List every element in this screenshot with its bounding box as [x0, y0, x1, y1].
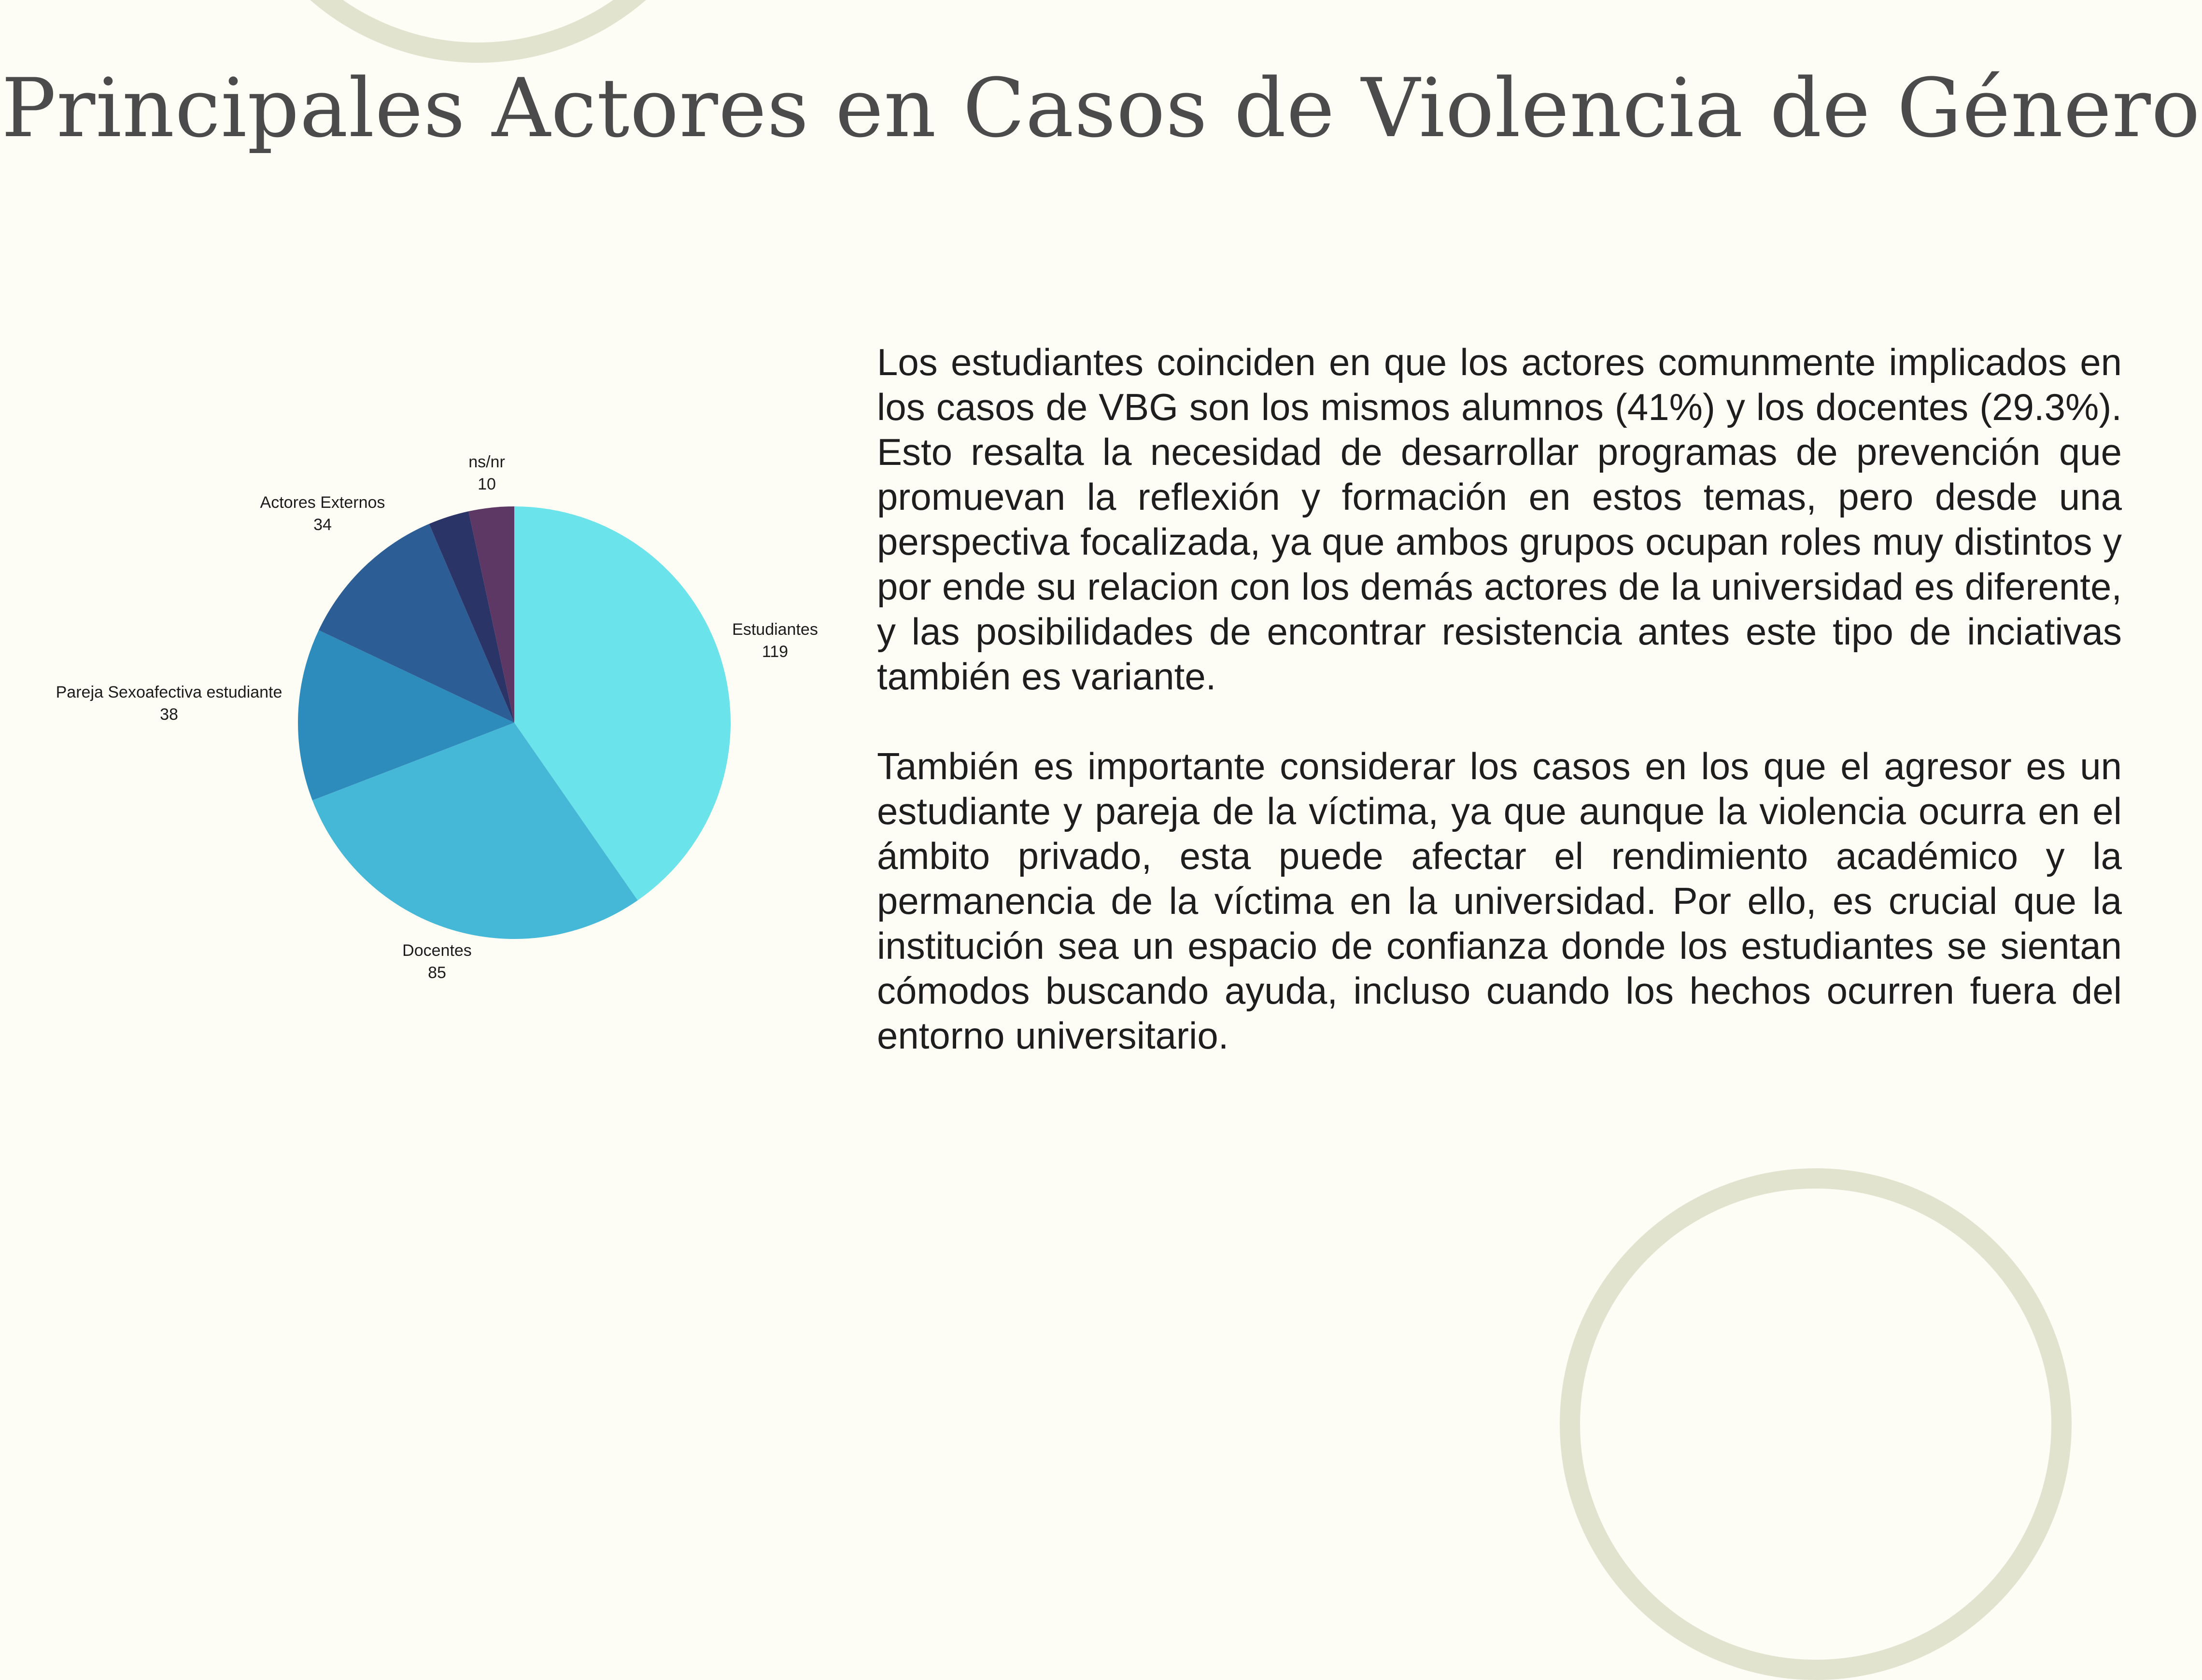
decorative-ring-bottom	[1560, 1168, 2072, 1680]
page-title: Principales Actores en Casos de Violenci…	[1, 61, 2201, 155]
paragraph-2: También es importante considerar los cas…	[877, 745, 2122, 1057]
slice-label-docentes: Docentes	[402, 941, 472, 960]
slice-label-pareja-sexoafectiva-estudiante: Pareja Sexoafectiva estudiante	[56, 683, 282, 701]
pie-slice-docentes	[312, 723, 638, 939]
slice-label-estudiantes: Estudiantes	[732, 620, 818, 639]
slice-value-ns-nr: 10	[478, 475, 496, 493]
slice-value-docentes: 85	[428, 964, 446, 982]
pie-slice-ns-nr	[468, 506, 514, 723]
pie-slice-pareja-sexoafectiva-estudiante	[297, 630, 514, 800]
pie-slice-unlabeled-4	[429, 511, 514, 723]
slice-label-actores-externos: Actores Externos	[260, 493, 385, 512]
slice-value-estudiantes: 119	[762, 643, 788, 661]
pie-slice-actores-externos	[319, 524, 514, 723]
pie-slice-estudiantes	[514, 506, 731, 900]
pie-chart-svg: Estudiantes 119 Docentes 85 Pareja Sexoafect…	[56, 453, 818, 982]
slice-value-pareja-sexoafectiva-estudiante: 38	[160, 705, 178, 724]
slice-label-ns-nr: ns/nr	[468, 453, 505, 471]
body-text: Los estudiantes coinciden en que los act…	[877, 340, 2122, 1058]
pie-chart: Estudiantes 119 Docentes 85 Pareja Sexoafect…	[19, 425, 869, 1023]
paragraph-1: Los estudiantes coinciden en que los act…	[877, 341, 2122, 698]
slice-value-actores-externos: 34	[313, 516, 332, 534]
decorative-ring-top	[222, 0, 734, 63]
